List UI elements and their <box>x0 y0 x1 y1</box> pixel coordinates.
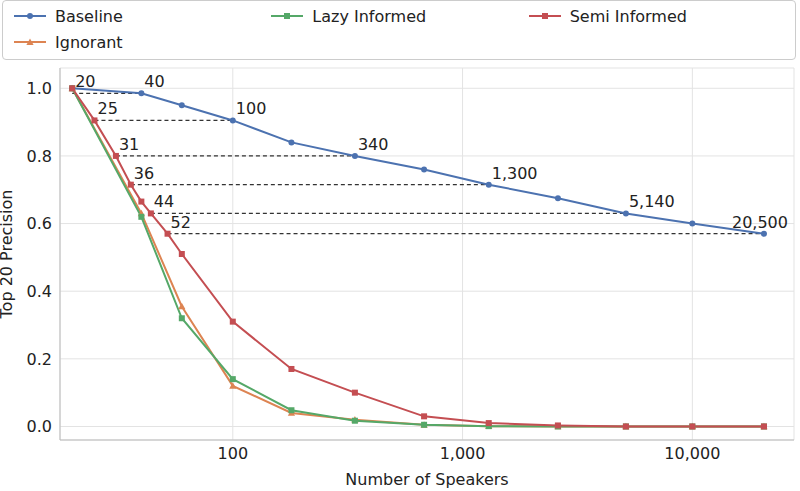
svg-text:0.2: 0.2 <box>27 350 52 369</box>
svg-text:340: 340 <box>358 135 389 154</box>
svg-text:100: 100 <box>218 444 249 463</box>
html-text:Lazy Informed: Lazy Informed <box>312 6 427 26</box>
svg-text:1,300: 1,300 <box>492 164 538 183</box>
svg-text:0.4: 0.4 <box>27 282 52 301</box>
svg-text:Top 20 Precision: Top 20 Precision <box>8 190 16 320</box>
html-text:Semi Informed: Semi Informed <box>569 6 687 26</box>
svg-text:1.0: 1.0 <box>27 79 52 98</box>
svg-text:0.8: 0.8 <box>27 147 52 166</box>
svg-text:0.0: 0.0 <box>27 417 52 436</box>
svg-text:31: 31 <box>119 135 139 154</box>
svg-text:1,000: 1,000 <box>440 444 486 463</box>
svg-text:5,140: 5,140 <box>629 192 675 211</box>
svg-text:20: 20 <box>75 72 95 91</box>
svg-text:44: 44 <box>154 192 174 211</box>
svg-text:52: 52 <box>171 213 191 232</box>
svg-text:25: 25 <box>97 99 117 118</box>
svg-text:20,500: 20,500 <box>732 213 788 232</box>
svg-text:0.6: 0.6 <box>27 214 52 233</box>
svg-text:Number of Speakers: Number of Speakers <box>345 470 508 489</box>
svg-text:10,000: 10,000 <box>664 444 720 463</box>
html-text:Ignorant: Ignorant <box>55 32 123 52</box>
html-text:Baseline: Baseline <box>55 6 123 26</box>
svg-text:100: 100 <box>236 99 267 118</box>
svg-text:40: 40 <box>144 72 164 91</box>
svg-text:36: 36 <box>134 164 154 183</box>
